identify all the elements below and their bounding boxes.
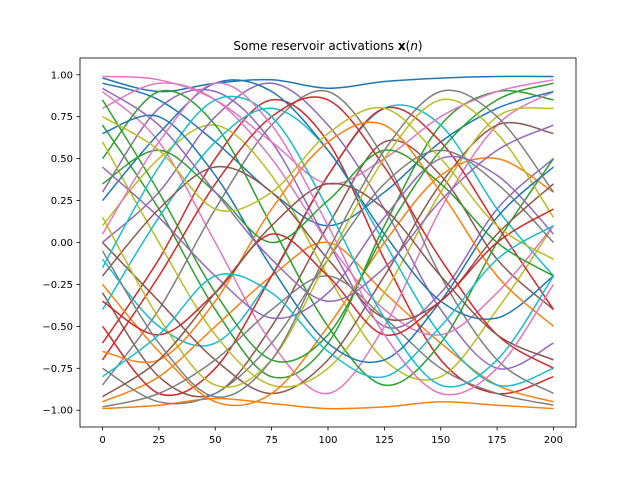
y-tick-label: −0.75	[42, 364, 73, 375]
y-tick-label: 0.00	[51, 238, 73, 249]
y-tick-label: 0.25	[51, 196, 73, 207]
x-tick-label: 25	[153, 435, 166, 446]
y-tick-label: −1.00	[42, 406, 73, 417]
series-line	[101, 157, 554, 407]
series-line	[101, 82, 555, 396]
y-axis: 1.00 0.75 0.50 0.25 0.00 −0.25 −0.50 −0.75 −1.00	[42, 70, 80, 417]
x-tick-label: 75	[265, 435, 278, 446]
series-line	[102, 75, 554, 93]
chart-title-arg-open: (	[406, 39, 411, 53]
series-line	[102, 90, 554, 395]
chart-title: Some reservoir activations x(n)	[233, 39, 422, 53]
series-line	[101, 95, 555, 388]
series-line	[102, 121, 554, 364]
series-line	[101, 82, 554, 363]
series-line	[102, 82, 555, 336]
x-tick-label: 175	[488, 435, 507, 446]
y-tick-label: 0.50	[51, 154, 73, 165]
series-line	[102, 182, 554, 398]
series-line	[101, 98, 555, 388]
x-tick-label: 50	[209, 435, 222, 446]
series-group	[101, 75, 555, 410]
series-line	[101, 79, 554, 320]
y-tick-label: −0.25	[42, 280, 73, 291]
x-tick-label: 100	[318, 435, 337, 446]
series-line	[101, 107, 554, 388]
series-line	[102, 225, 554, 379]
series-line	[101, 89, 554, 395]
x-tick-label: 200	[544, 435, 563, 446]
y-tick-label: 1.00	[51, 70, 73, 81]
series-line	[102, 208, 554, 336]
chart-title-prefix: Some reservoir activations	[233, 39, 398, 53]
series-line	[102, 82, 554, 370]
series-line	[102, 149, 554, 277]
x-tick-label: 0	[99, 435, 105, 446]
series-line	[102, 106, 554, 260]
y-tick-label: 0.75	[51, 112, 73, 123]
series-line	[101, 89, 555, 398]
chart-title-vector: x	[398, 39, 406, 53]
series-line	[102, 155, 555, 320]
y-tick-label: −0.50	[42, 322, 73, 333]
chart-title-arg-close: )	[418, 39, 423, 53]
x-axis: 0 25 50 75 100 125 150 175 200	[99, 427, 563, 446]
series-line	[101, 106, 555, 397]
x-tick-label: 125	[375, 435, 394, 446]
chart-title-arg-var: n	[410, 39, 418, 53]
series-line	[102, 114, 554, 364]
series-line	[102, 87, 554, 302]
series-line	[101, 96, 554, 369]
x-tick-label: 150	[431, 435, 450, 446]
